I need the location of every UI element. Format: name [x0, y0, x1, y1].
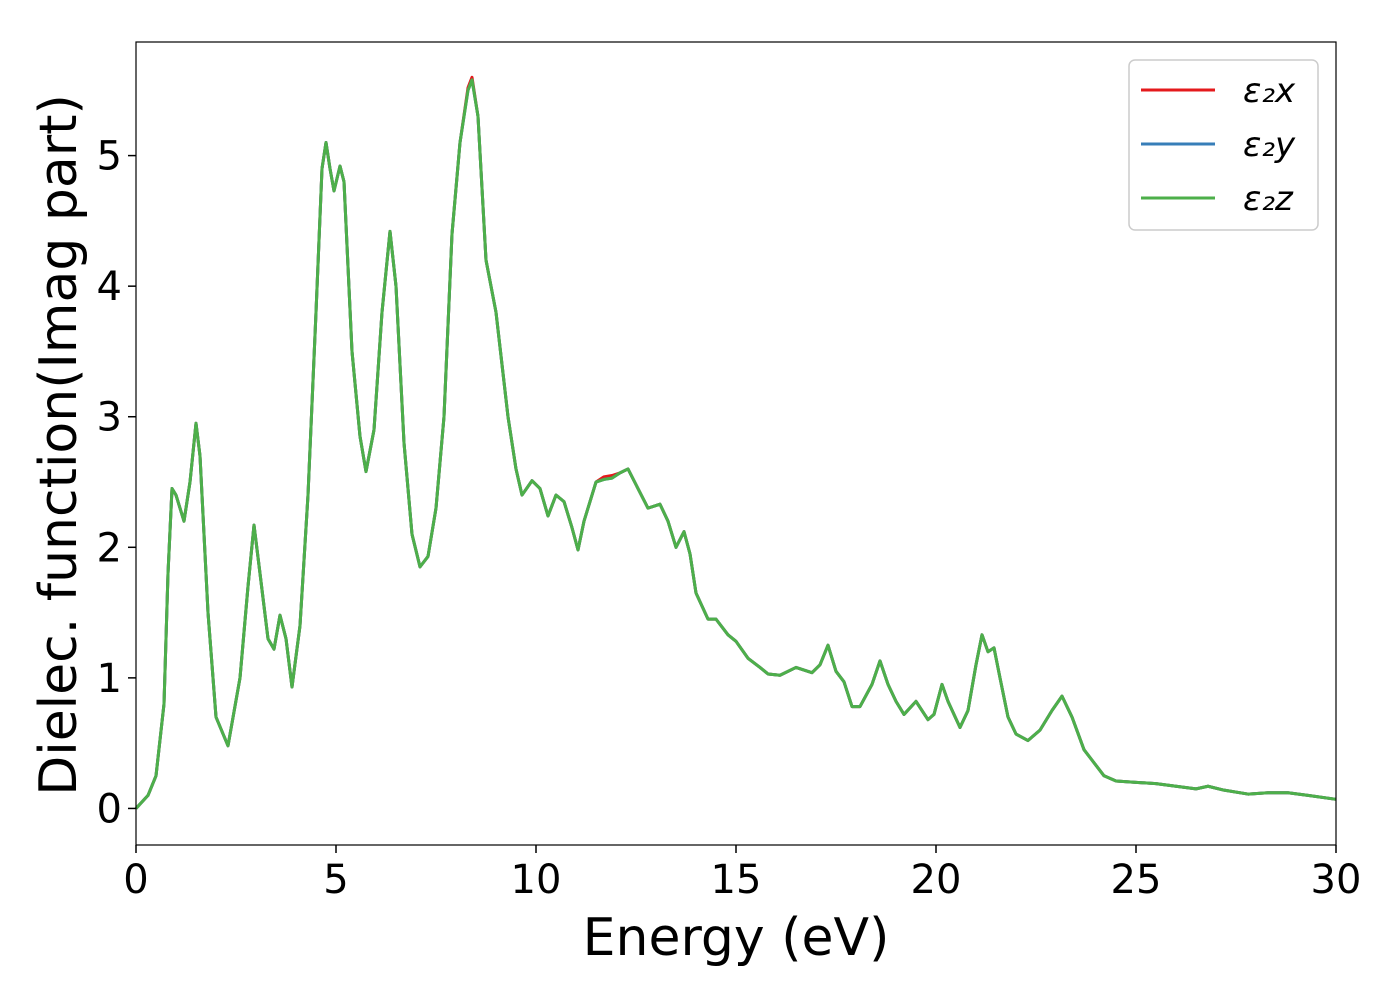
legend-label: ε₂z: [1243, 179, 1294, 219]
y-tick-label: 2: [97, 525, 122, 571]
legend-label: ε₂x: [1243, 71, 1296, 111]
x-tick-label: 10: [511, 857, 562, 903]
x-tick-label: 5: [323, 857, 348, 903]
x-tick-label: 30: [1311, 857, 1362, 903]
y-axis-label: Dielec. function(Imag part): [29, 94, 89, 796]
y-tick-label: 1: [97, 656, 122, 702]
plot-frame: [135, 41, 1337, 846]
x-tick-label: 0: [123, 857, 148, 903]
y-tick-label: 3: [97, 395, 122, 441]
legend-box: [1128, 59, 1319, 231]
x-axis-label: Energy (eV): [583, 908, 890, 968]
series-line: [134, 78, 1337, 810]
y-tick-label: 4: [97, 264, 122, 310]
x-tick-label: 25: [1111, 857, 1162, 903]
y-tick-label: 5: [97, 134, 122, 180]
x-tick-label: 20: [911, 857, 962, 903]
y-tick-label: 0: [97, 786, 122, 832]
legend-label: ε₂y: [1243, 125, 1296, 165]
x-tick-label: 15: [711, 857, 762, 903]
